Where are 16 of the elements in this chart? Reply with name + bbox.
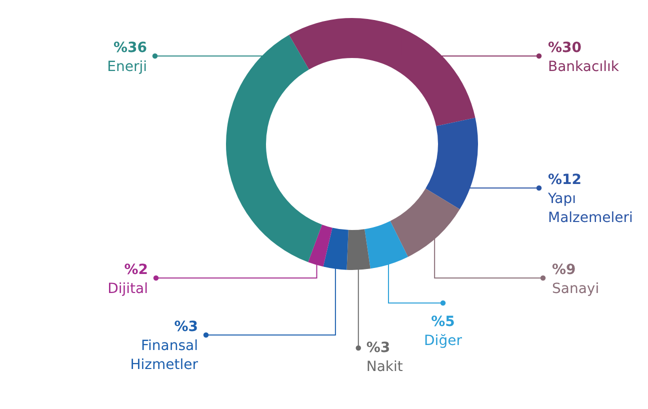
slice-label: Diğer	[424, 333, 462, 349]
data-label: %9	[552, 262, 576, 278]
data-label: %3	[174, 319, 198, 335]
data-label: %2	[124, 262, 148, 278]
data-label: %30	[548, 40, 582, 56]
slice-label: Finansal Hizmetler	[130, 338, 198, 373]
data-label: %3	[366, 340, 390, 356]
slice-label: Yapı Malzemeleri	[547, 191, 633, 226]
data-label: %5	[431, 314, 455, 330]
data-label: %36	[113, 40, 147, 56]
slice-label: Sanayi	[552, 281, 600, 297]
slice-label: Nakit	[366, 359, 404, 375]
slice-label: Bankacılık	[548, 59, 620, 75]
slice-label: Enerji	[107, 59, 147, 75]
data-label: %12	[548, 172, 582, 188]
slice-label: Dijital	[108, 281, 148, 297]
